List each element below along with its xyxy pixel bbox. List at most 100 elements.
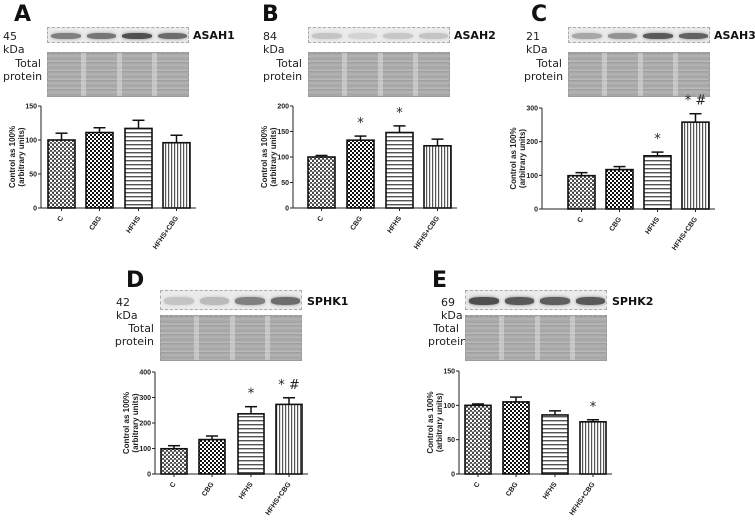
panel-letter: E bbox=[432, 268, 448, 293]
y-tick-label: 100 bbox=[526, 173, 538, 180]
y-tick-label: 200 bbox=[139, 421, 151, 428]
western-blot-band-strip bbox=[465, 290, 607, 310]
x-tick-label: HFHS+CBG bbox=[569, 481, 597, 517]
y-tick-label: 50 bbox=[281, 180, 289, 187]
x-tick-label: HFHS bbox=[125, 215, 142, 235]
protein-name-label: ASAH2 bbox=[454, 29, 496, 42]
bar-hfhs-plus-cbg bbox=[681, 121, 710, 210]
x-tick-label: HFHS+CBG bbox=[413, 215, 441, 251]
x-tick-label: C bbox=[57, 215, 66, 223]
lane-separator bbox=[342, 53, 347, 96]
x-tick-label: HFHS+CBG bbox=[265, 481, 293, 517]
protein-name-label: SPHK2 bbox=[612, 295, 654, 308]
bar-chart-d: 0 100 200 300 400 Control as 100%(arbitrary u… bbox=[122, 370, 308, 517]
total-label-line1: Total bbox=[15, 57, 41, 70]
panel-letter: C bbox=[531, 2, 548, 27]
y-tick-label: 200 bbox=[526, 139, 538, 146]
x-tick-label: HFHS bbox=[386, 215, 403, 235]
bar-hfhs bbox=[541, 414, 569, 475]
bar-c bbox=[567, 174, 596, 210]
blot-band bbox=[504, 297, 534, 305]
x-tick-label: HFHS+CBG bbox=[152, 215, 180, 251]
total-protein-stain bbox=[160, 315, 302, 361]
blot-band bbox=[643, 32, 673, 39]
y-tick-label: 50 bbox=[29, 172, 37, 179]
y-tick-label: 0 bbox=[451, 472, 455, 479]
bar-cbg bbox=[198, 438, 226, 475]
x-tick-label: CBG bbox=[88, 215, 103, 232]
y-tick-label: 300 bbox=[139, 395, 151, 402]
blot-band bbox=[51, 32, 81, 39]
significance-marker: * bbox=[357, 116, 364, 131]
total-protein-stain bbox=[465, 315, 607, 361]
y-axis-label: Control as 100%(arbitrary units) bbox=[426, 391, 444, 453]
bar-hfhs-plus-cbg bbox=[162, 141, 191, 209]
bar-cbg bbox=[605, 168, 634, 210]
lane-separator bbox=[194, 316, 199, 360]
lane-separator bbox=[229, 316, 235, 360]
y-tick-label: 0 bbox=[285, 206, 289, 213]
blot-band bbox=[469, 297, 499, 305]
significance-marker: * # bbox=[278, 378, 300, 393]
y-tick-label: 0 bbox=[534, 207, 538, 214]
bar-chart-e: 0 50 100 150 Control as 100%(arbitrary units… bbox=[426, 369, 612, 517]
blot-band bbox=[270, 297, 300, 305]
bar-c bbox=[160, 447, 188, 475]
x-tick-label: C bbox=[473, 481, 482, 489]
western-blot-band-strip bbox=[160, 290, 302, 310]
lane-separator bbox=[152, 53, 157, 96]
lane-separator bbox=[637, 53, 643, 96]
total-label-line1: Total bbox=[128, 322, 154, 335]
total-label-line2: protein bbox=[114, 335, 154, 348]
total-label-line1: Total bbox=[276, 57, 302, 70]
western-blot-band-strip bbox=[308, 27, 450, 43]
blot-band bbox=[235, 297, 265, 305]
bar-chart-b: 0 50 100 150 200 Control as 100%(arbitrary un… bbox=[260, 104, 457, 251]
y-tick-label: 300 bbox=[526, 106, 538, 113]
total-label-line1: Total bbox=[433, 322, 459, 335]
bar-c bbox=[464, 404, 492, 475]
total-protein-label: Total protein bbox=[428, 322, 467, 348]
total-protein-label: Total protein bbox=[3, 57, 42, 83]
blot-band bbox=[575, 297, 605, 305]
panel-letter: D bbox=[126, 268, 145, 293]
lane-separator bbox=[570, 316, 575, 360]
lane-separator bbox=[81, 53, 86, 96]
blot-band bbox=[157, 32, 187, 39]
blot-band bbox=[312, 32, 342, 39]
lane-separator bbox=[413, 53, 418, 96]
total-label-line2: protein bbox=[524, 70, 564, 83]
x-tick-label: CBG bbox=[349, 215, 364, 232]
blot-band bbox=[122, 32, 152, 39]
total-protein-stain bbox=[308, 52, 450, 97]
bar-c bbox=[47, 139, 76, 209]
total-protein-stain bbox=[568, 52, 710, 97]
y-tick-label: 50 bbox=[447, 437, 455, 444]
x-tick-label: HFHS bbox=[542, 481, 559, 501]
bar-hfhs bbox=[385, 131, 414, 209]
protein-name-label: SPHK1 bbox=[307, 295, 349, 308]
y-tick-label: 100 bbox=[25, 138, 37, 145]
lane-separator bbox=[602, 53, 607, 96]
y-tick-label: 0 bbox=[33, 206, 37, 213]
western-blot-band-strip bbox=[568, 27, 710, 43]
lane-separator bbox=[265, 316, 270, 360]
total-label-line2: protein bbox=[428, 335, 468, 348]
y-tick-label: 100 bbox=[277, 155, 289, 162]
panel-letter: B bbox=[262, 2, 279, 27]
bar-hfhs bbox=[237, 413, 265, 475]
molecular-weight-label: 21 kDa bbox=[526, 30, 548, 56]
blot-band bbox=[678, 32, 708, 39]
lane-separator bbox=[534, 316, 540, 360]
molecular-weight-label: 69 kDa bbox=[441, 296, 463, 322]
x-tick-label: CBG bbox=[201, 481, 216, 498]
y-tick-label: 150 bbox=[277, 129, 289, 136]
lane-separator bbox=[116, 53, 122, 96]
y-axis-label: Control as 100%(arbitrary units) bbox=[260, 126, 278, 188]
total-protein-label: Total protein bbox=[114, 322, 154, 348]
y-tick-label: 400 bbox=[139, 370, 151, 377]
bar-hfhs-plus-cbg bbox=[579, 421, 607, 475]
x-tick-label: C bbox=[169, 481, 178, 489]
y-tick-label: 0 bbox=[147, 472, 151, 479]
western-blot-band-strip bbox=[47, 27, 189, 43]
